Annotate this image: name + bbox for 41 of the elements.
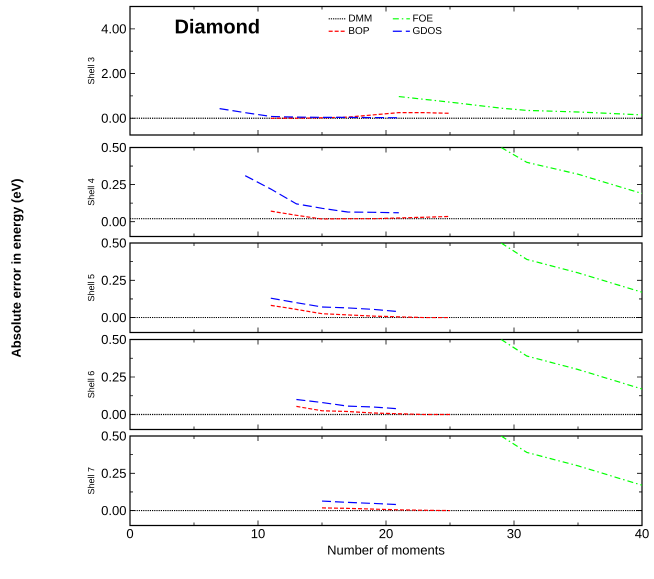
y-tick-label: 0.50 — [102, 334, 126, 344]
y-tick-label: 0.25 — [102, 372, 126, 382]
line-series — [500, 340, 642, 390]
y-tick-label: 4.00 — [101, 24, 126, 34]
y-tick-label: 2.00 — [102, 68, 126, 78]
y-tick-label: 0.50 — [102, 431, 126, 441]
line-series — [270, 304, 451, 318]
y-axis-title: Shell 4 — [88, 178, 94, 206]
y-tick-label: 0.50 — [102, 142, 126, 152]
y-axis-title: Shell 3 — [88, 57, 94, 84]
x-tick-label: 30 — [507, 529, 521, 538]
line-series — [270, 210, 451, 220]
y-axis-title: Shell 7 — [88, 467, 94, 494]
line-series — [500, 242, 642, 293]
line-series — [296, 406, 451, 416]
y-tick-label: 0.00 — [102, 506, 126, 516]
y-axis-title: Shell 5 — [88, 274, 94, 302]
x-axis-title: Number of moments — [328, 545, 444, 555]
y-axis-title: Shell 6 — [88, 371, 94, 398]
legend-label: GDOS — [412, 27, 442, 34]
y-tick-label: 0.25 — [102, 468, 126, 478]
chart-title: Diamond — [176, 18, 259, 34]
y-tick-label: 0.25 — [102, 276, 126, 285]
line-series — [500, 436, 642, 486]
y-tick-label: 0.50 — [102, 238, 126, 248]
x-tick-label: 20 — [379, 529, 393, 538]
y-tick-label: 0.00 — [102, 114, 126, 123]
text: Absolute error in energy (eV) — [11, 179, 24, 358]
x-tick-label: 0 — [126, 529, 134, 538]
legend-label: BOP — [349, 27, 369, 34]
y-tick-label: 0.00 — [102, 312, 126, 322]
y-tick-label: 0.25 — [102, 180, 126, 190]
legend-label: FOE — [413, 14, 433, 22]
x-tick-label: 10 — [252, 529, 265, 538]
y-tick-label: 0.00 — [102, 217, 126, 226]
legend-label: DMM — [349, 14, 372, 22]
line-series — [244, 175, 400, 214]
line-series — [398, 96, 642, 116]
line-series — [500, 148, 642, 194]
x-tick-label: 40 — [635, 529, 649, 538]
y-tick-label: 0.00 — [102, 410, 126, 420]
